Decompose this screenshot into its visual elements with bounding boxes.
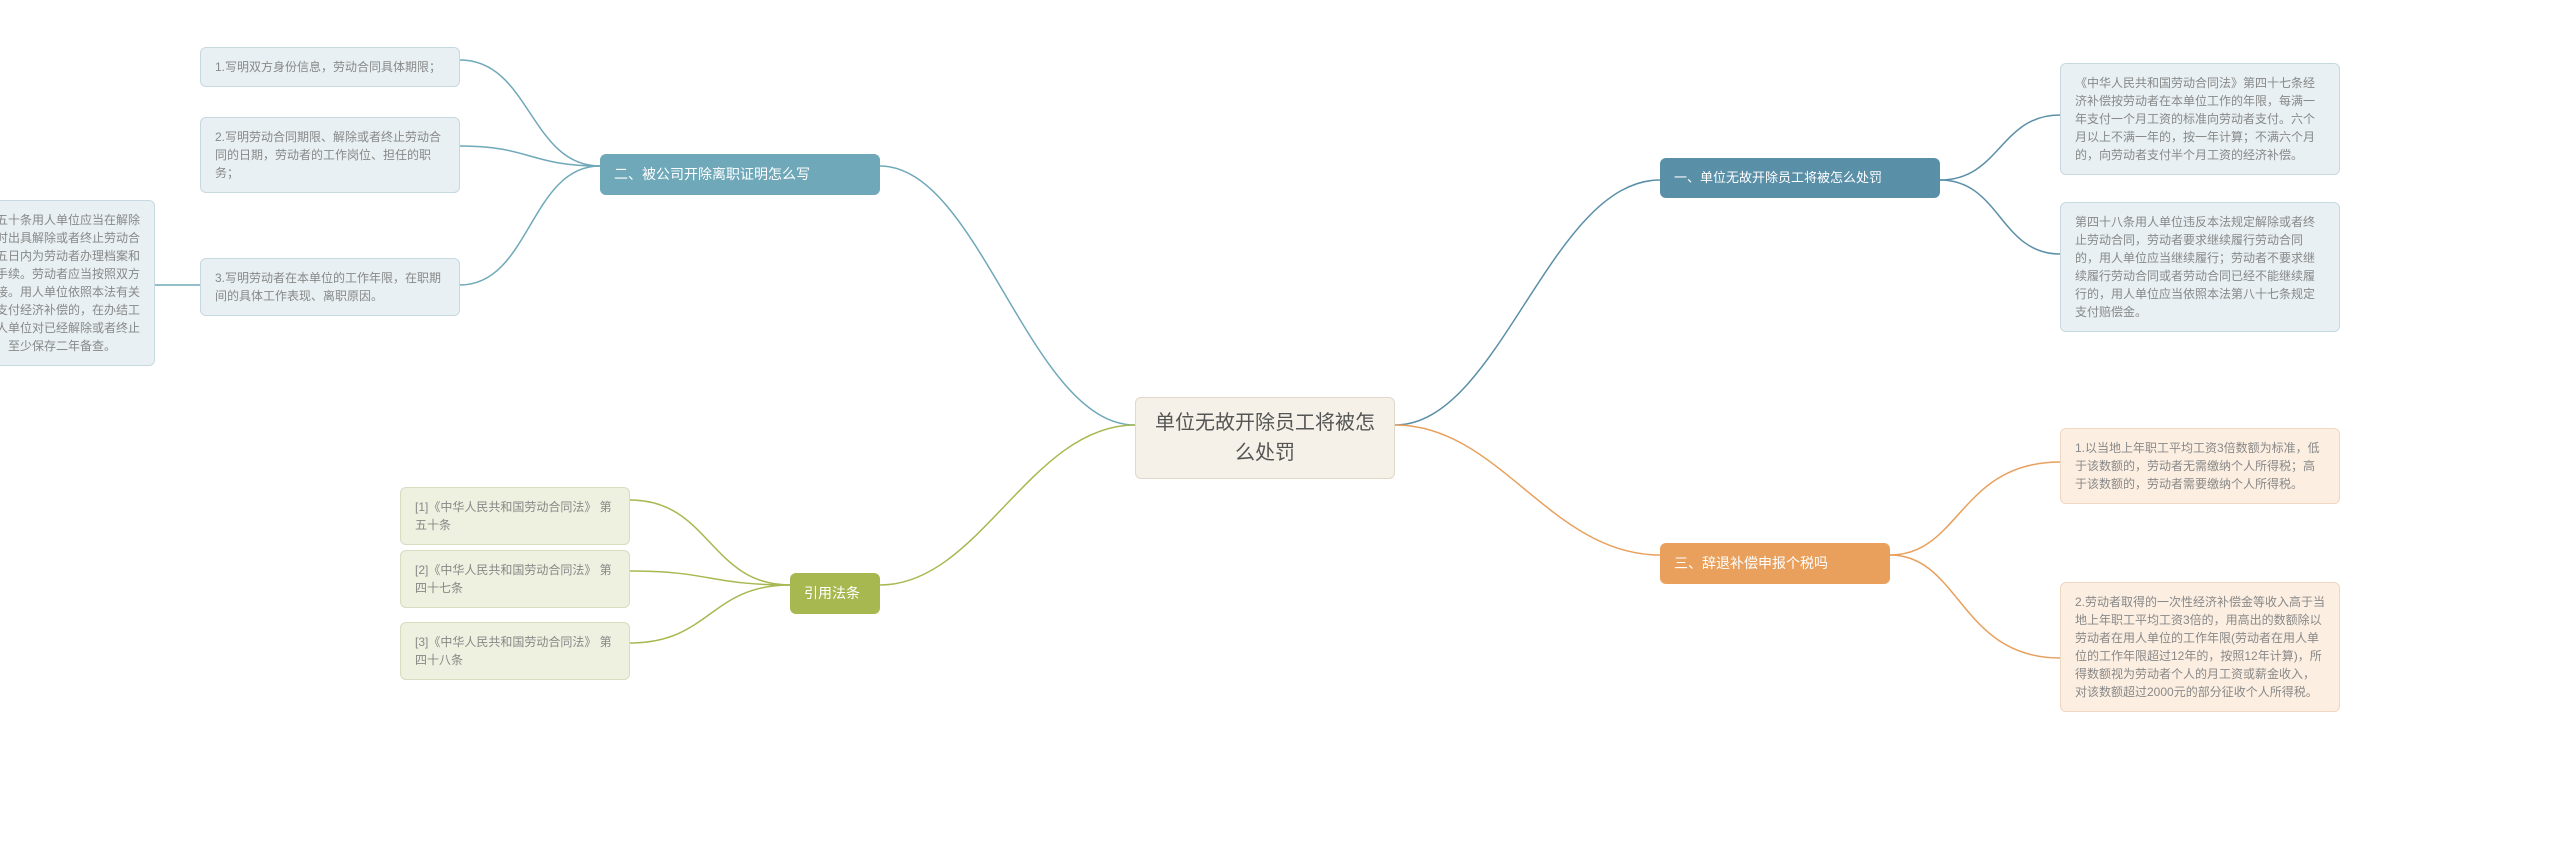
branch-4: 引用法条	[790, 573, 880, 614]
branch-1: 一、单位无故开除员工将被怎么处罚	[1660, 158, 1940, 198]
leaf-3-2: 2.劳动者取得的一次性经济补偿金等收入高于当地上年职工平均工资3倍的，用高出的数…	[2060, 582, 2340, 712]
root-node: 单位无故开除员工将被怎么处罚	[1135, 397, 1395, 479]
leaf-4-2: [2]《中华人民共和国劳动合同法》 第四十七条	[400, 550, 630, 608]
leaf-2-2: 2.写明劳动合同期限、解除或者终止劳动合同的日期，劳动者的工作岗位、担任的职务；	[200, 117, 460, 193]
leaf-4-3: [3]《中华人民共和国劳动合同法》 第四十八条	[400, 622, 630, 680]
branch-2: 二、被公司开除离职证明怎么写	[600, 154, 880, 195]
leaf-3-1: 1.以当地上年职工平均工资3倍数额为标准，低于该数额的，劳动者无需缴纳个人所得税…	[2060, 428, 2340, 504]
leaf-2-1: 1.写明双方身份信息，劳动合同具体期限；	[200, 47, 460, 87]
branch-3: 三、辞退补偿申报个税吗	[1660, 543, 1890, 584]
leaf-4-1: [1]《中华人民共和国劳动合同法》 第五十条	[400, 487, 630, 545]
leaf-2-extra: 《劳动合同法》第五十条用人单位应当在解除或者终止劳动合同时出具解除或者终止劳动合…	[0, 200, 155, 366]
leaf-1-1: 《中华人民共和国劳动合同法》第四十七条经济补偿按劳动者在本单位工作的年限，每满一…	[2060, 63, 2340, 175]
leaf-1-2: 第四十八条用人单位违反本法规定解除或者终止劳动合同，劳动者要求继续履行劳动合同的…	[2060, 202, 2340, 332]
leaf-2-3: 3.写明劳动者在本单位的工作年限，在职期间的具体工作表现、离职原因。	[200, 258, 460, 316]
